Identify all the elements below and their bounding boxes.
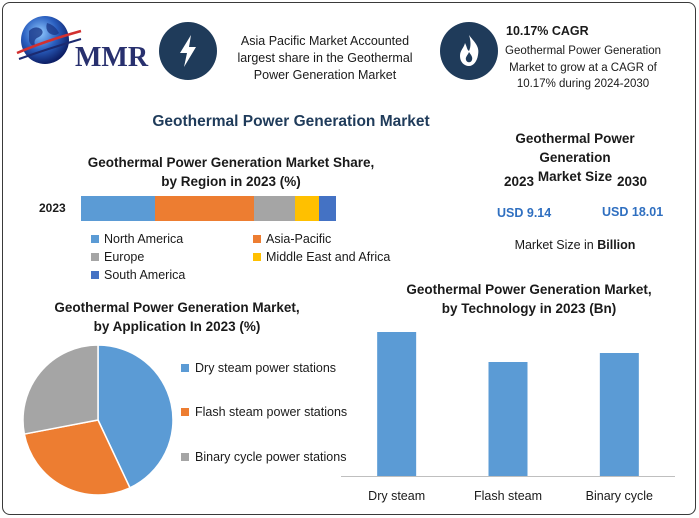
pie-legend-item-flash-steam-power-stations: Flash steam power stations	[181, 405, 347, 419]
legend-label: South America	[104, 268, 186, 282]
application-pie-chart	[22, 344, 174, 496]
x-tick-label-binary-cycle: Binary cycle	[585, 489, 654, 503]
pie-legend-item-binary-cycle-power-stations: Binary cycle power stations	[181, 450, 346, 464]
legend-label: Europe	[104, 250, 145, 264]
mmr-logo: MMR	[15, 13, 148, 73]
region-chart-title-line2: by Region in 2023 (%)	[161, 174, 301, 189]
legend-swatch	[253, 235, 261, 243]
technology-chart-title-line1: Geothermal Power Generation Market,	[406, 282, 652, 297]
region-segment-middle-east-and-africa	[295, 196, 320, 221]
size-unit: Market Size in Billion	[500, 238, 650, 252]
region-chart-title-line1: Geothermal Power Generation Market Share…	[87, 155, 375, 170]
pie-slice-binary-cycle-power-stations	[22, 344, 99, 435]
size-unit-prefix: Market Size in	[514, 238, 598, 252]
region-segment-north-america	[81, 196, 155, 221]
cagr-text: Geothermal Power Generation Market to gr…	[505, 45, 661, 90]
legend-item-asia-pacific: Asia-Pacific	[253, 232, 331, 246]
legend-label: North America	[104, 232, 184, 246]
region-year-label: 2023	[39, 201, 66, 215]
legend-swatch	[91, 235, 99, 243]
x-tick-label-dry-steam: Dry steam	[368, 489, 426, 503]
legend-swatch	[91, 271, 99, 279]
legend-item-south-america: South America	[91, 268, 185, 282]
region-stacked-bar	[81, 196, 336, 221]
legend-item-europe: Europe	[91, 250, 144, 264]
region-segment-south-america	[319, 196, 336, 221]
legend-swatch	[181, 453, 189, 461]
legend-label: Asia-Pacific	[266, 232, 332, 246]
legend-swatch	[253, 253, 261, 261]
legend-label: Middle East and Africa	[266, 250, 391, 264]
legend-item-middle-east-and-africa: Middle East and Africa	[253, 250, 390, 264]
bar-flash-steam	[488, 362, 528, 476]
market-size-title-line1: Geothermal Power Generation	[515, 131, 635, 165]
legend-label: Binary cycle power stations	[195, 450, 347, 464]
logo-text: MMR	[75, 42, 149, 73]
legend-label: Dry steam power stations	[195, 361, 337, 375]
size-value-2023: USD 9.14	[497, 206, 552, 220]
legend-label: Flash steam power stations	[195, 405, 348, 419]
bar-binary-cycle	[599, 353, 639, 476]
legend-swatch	[181, 364, 189, 372]
size-year-2030: 2030	[617, 174, 648, 189]
bar-dry-steam	[377, 332, 417, 476]
market-size-title: Geothermal Power Generation Market Size	[485, 129, 665, 186]
application-chart-title: Geothermal Power Generation Market, by A…	[17, 298, 337, 336]
technology-chart-title-line2: by Technology in 2023 (Bn)	[441, 301, 617, 316]
pie-slice-flash-steam-power-stations	[23, 419, 131, 496]
size-year-2023: 2023	[504, 174, 535, 189]
main-title: Geothermal Power Generation Market	[152, 113, 430, 130]
region-segment-asia-pacific	[154, 196, 255, 221]
legend-swatch	[91, 253, 99, 261]
technology-chart-title: Geothermal Power Generation Market, by T…	[391, 280, 667, 318]
pie-legend-item-dry-steam-power-stations: Dry steam power stations	[181, 361, 336, 375]
region-segment-europe	[254, 196, 296, 221]
pie-slice-dry-steam-power-stations	[97, 344, 174, 489]
technology-bar-chart	[341, 332, 675, 477]
size-unit-value: Billion	[597, 238, 636, 252]
cagr-title: 10.17% CAGR	[506, 24, 589, 38]
x-tick-label-flash-steam: Flash steam	[473, 489, 543, 503]
application-chart-title-line1: Geothermal Power Generation Market,	[54, 300, 300, 315]
lightning-icon	[159, 22, 217, 80]
market-size-title-line2: Market Size	[537, 169, 613, 184]
flame-icon	[440, 22, 498, 80]
legend-item-north-america: North America	[91, 232, 183, 246]
size-value-2030: USD 18.01	[602, 205, 664, 219]
highlight-asia-pacific: Asia Pacific Market Accounted largest sh…	[237, 34, 413, 82]
legend-swatch	[181, 408, 189, 416]
application-chart-title-line2: by Application In 2023 (%)	[93, 319, 261, 334]
region-chart-title: Geothermal Power Generation Market Share…	[61, 153, 401, 191]
globe-icon	[16, 16, 82, 64]
